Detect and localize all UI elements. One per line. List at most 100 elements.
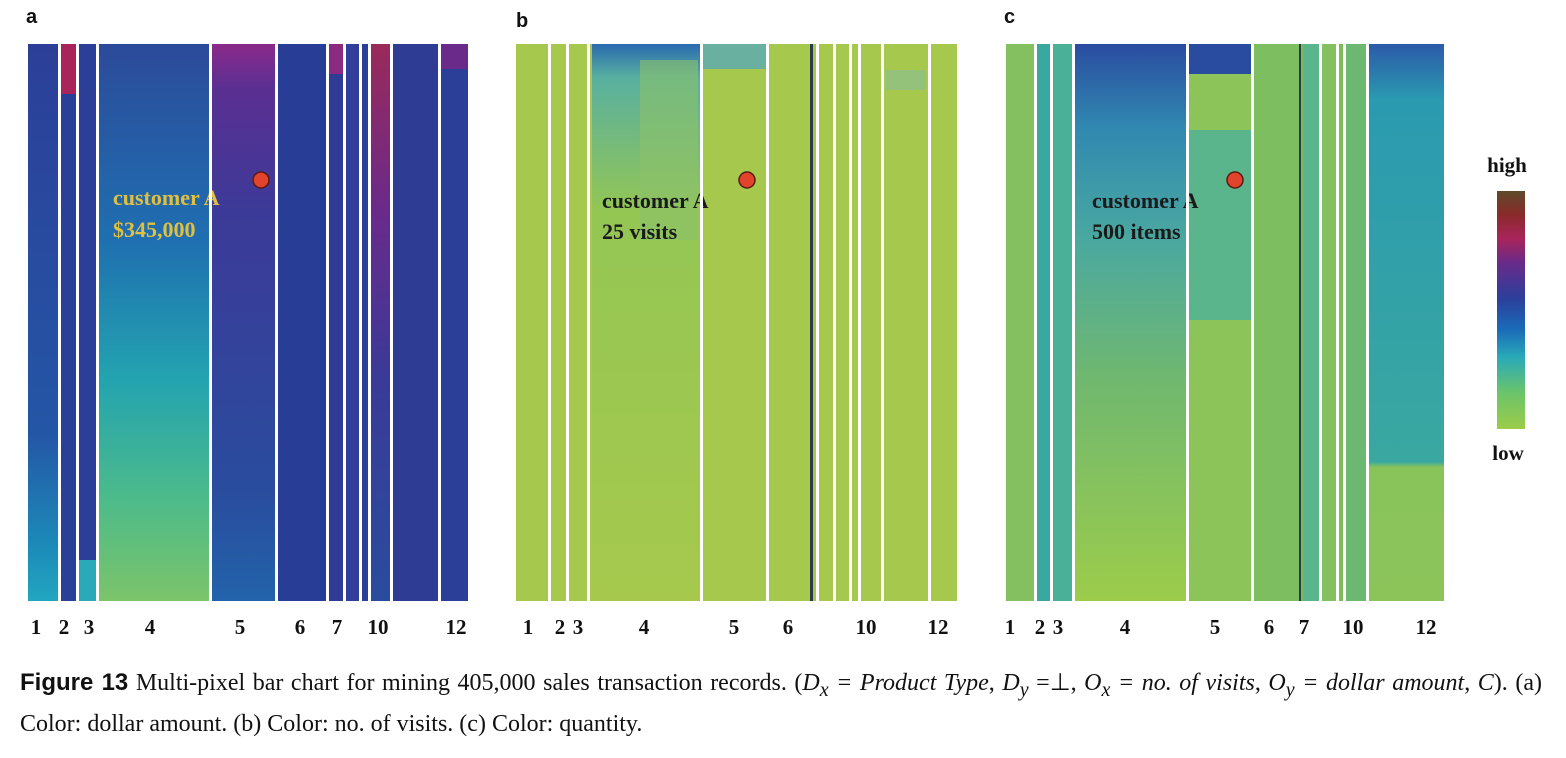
panel-a-column-1 bbox=[28, 44, 58, 601]
panel-letter-a: a bbox=[26, 6, 38, 28]
panel-c-column-3 bbox=[1053, 44, 1072, 601]
multi-pixel-bar-figure: customer A $345,000 customer A 25 visits… bbox=[28, 44, 1527, 639]
tick-label: 12 bbox=[1416, 615, 1437, 639]
separator bbox=[1186, 44, 1189, 601]
tick-label: 5 bbox=[729, 615, 740, 639]
separator bbox=[343, 44, 346, 601]
panel-c-dark-divider bbox=[1299, 44, 1301, 601]
customer-a-name-b: customer A bbox=[602, 188, 709, 213]
separator bbox=[1336, 44, 1339, 601]
caption-dy-value: =⊥ bbox=[1028, 670, 1071, 696]
separator bbox=[1366, 44, 1369, 601]
panel-b-column-11-patch bbox=[886, 70, 926, 90]
tick-labels-a: 1 2 3 4 5 6 7 10 12 bbox=[31, 615, 467, 639]
separator bbox=[359, 44, 362, 601]
tick-label: 4 bbox=[1120, 615, 1131, 639]
customer-a-value-b: 25 visits bbox=[602, 219, 678, 244]
panel-a-column-5 bbox=[212, 44, 275, 601]
tick-label: 7 bbox=[332, 615, 343, 639]
tick-label: 6 bbox=[783, 615, 794, 639]
tick-label: 5 bbox=[235, 615, 246, 639]
panel-c-column-5 bbox=[1189, 44, 1251, 601]
legend-color-bar bbox=[1497, 191, 1525, 429]
panel-a-column-7-top bbox=[329, 44, 343, 74]
tick-label: 3 bbox=[84, 615, 95, 639]
tick-label: 10 bbox=[1343, 615, 1364, 639]
panel-b-dark-divider bbox=[810, 44, 813, 601]
separator bbox=[368, 44, 371, 601]
tick-label: 12 bbox=[928, 615, 949, 639]
panel-a-column-2 bbox=[61, 44, 76, 601]
customer-a-value-c: 500 items bbox=[1092, 219, 1181, 244]
panel-c: customer A 500 items bbox=[1006, 44, 1444, 601]
panel-c-column-5-top bbox=[1189, 44, 1251, 74]
tick-label: 6 bbox=[295, 615, 306, 639]
panel-a-column-12-top bbox=[441, 44, 468, 69]
separator bbox=[548, 44, 551, 601]
separator bbox=[326, 44, 329, 601]
panel-b-column-4-streaks bbox=[640, 60, 698, 240]
panel-letter-b: b bbox=[516, 10, 529, 32]
panel-a: customer A $345,000 bbox=[28, 44, 468, 601]
legend-low-label: low bbox=[1492, 441, 1524, 465]
separator bbox=[928, 44, 931, 601]
panel-letter-c: c bbox=[1004, 6, 1016, 28]
tick-label: 5 bbox=[1210, 615, 1221, 639]
tick-label: 6 bbox=[1264, 615, 1275, 639]
legend-high-label: high bbox=[1487, 153, 1527, 177]
panel-c-column-4 bbox=[1075, 44, 1186, 601]
tick-label: 4 bbox=[639, 615, 650, 639]
caption-c: C bbox=[1477, 670, 1494, 696]
customer-a-name-c: customer A bbox=[1092, 188, 1199, 213]
panel-b: customer A 25 visits bbox=[516, 44, 957, 601]
panel-c-column-8 bbox=[1322, 44, 1336, 601]
separator bbox=[275, 44, 278, 601]
tick-label: 4 bbox=[145, 615, 156, 639]
caption-text-2: ). (a) Color: dollar amount. (b) Color: … bbox=[20, 670, 1542, 737]
tick-label: 7 bbox=[1299, 615, 1310, 639]
separator bbox=[58, 44, 61, 601]
panel-c-column-12 bbox=[1369, 44, 1444, 601]
figure-caption: Figure 13 Multi-pixel bar chart for mini… bbox=[20, 669, 1542, 737]
customer-a-marker-c bbox=[1226, 171, 1244, 189]
panel-c-column-6 bbox=[1254, 44, 1299, 601]
panel-c-column-2 bbox=[1037, 44, 1050, 601]
separator bbox=[1251, 44, 1254, 601]
panel-b-background bbox=[516, 44, 957, 601]
tick-label: 2 bbox=[555, 615, 566, 639]
panel-b-column-5-top bbox=[703, 44, 766, 69]
customer-a-name-a: customer A bbox=[113, 185, 220, 210]
caption-oy-value: = dollar amount bbox=[1294, 670, 1465, 696]
panel-c-column-10 bbox=[1346, 44, 1366, 601]
separator bbox=[700, 44, 703, 601]
separator bbox=[390, 44, 393, 601]
separator bbox=[1050, 44, 1053, 601]
caption-oy: O bbox=[1268, 670, 1286, 696]
separator bbox=[1343, 44, 1346, 601]
caption-oy-sub: y bbox=[1285, 678, 1295, 701]
panel-c-column-5-mid bbox=[1189, 130, 1251, 320]
caption-dy: D bbox=[1002, 670, 1020, 696]
caption-ox-value: = no. of visits bbox=[1110, 670, 1255, 696]
panel-a-column-3-bottom bbox=[79, 560, 96, 601]
tick-labels-b: 1 2 3 4 5 6 10 12 bbox=[523, 615, 949, 639]
caption-dx: D bbox=[802, 670, 820, 696]
separator bbox=[1034, 44, 1037, 601]
separator bbox=[587, 44, 590, 601]
customer-a-marker-b bbox=[738, 171, 756, 189]
customer-a-marker-a bbox=[252, 171, 270, 189]
tick-label: 12 bbox=[446, 615, 467, 639]
panel-a-column-11 bbox=[393, 44, 438, 601]
caption-ox-sub: x bbox=[1101, 678, 1111, 701]
panel-a-column-10 bbox=[371, 44, 390, 601]
tick-label: 1 bbox=[523, 615, 534, 639]
panel-a-column-3 bbox=[79, 44, 96, 601]
tick-label: 2 bbox=[1035, 615, 1046, 639]
panel-a-column-2-top bbox=[61, 44, 76, 94]
separator bbox=[1072, 44, 1075, 601]
color-legend: high low bbox=[1487, 153, 1527, 465]
panel-a-column-12 bbox=[441, 44, 468, 601]
caption-dy-sub: y bbox=[1019, 678, 1029, 701]
column-separators bbox=[58, 44, 1369, 601]
panel-a-column-6 bbox=[278, 44, 326, 601]
